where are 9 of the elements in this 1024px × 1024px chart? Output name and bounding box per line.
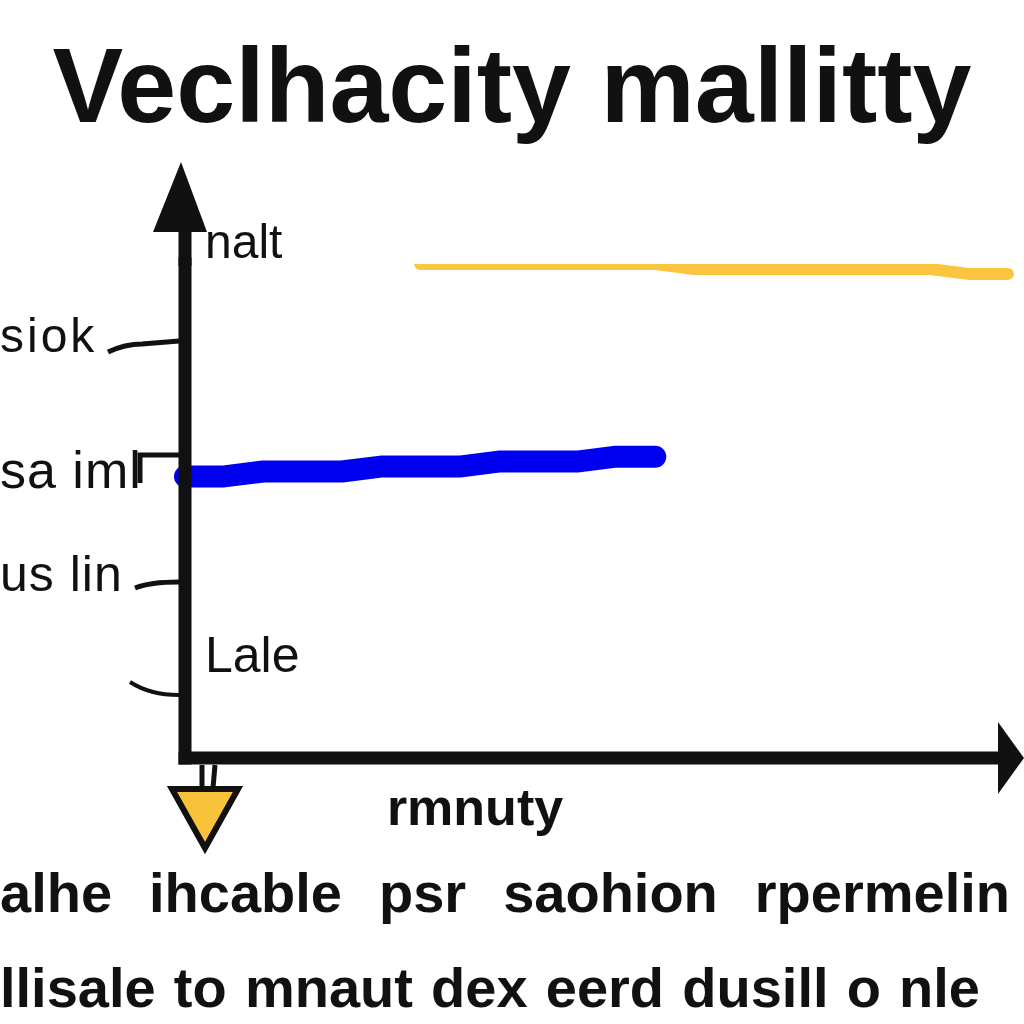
text: us lin xyxy=(0,546,123,602)
chart-title: Veclhacity mallitty xyxy=(52,26,972,144)
x-axis-title: rmnuty xyxy=(386,778,564,836)
text: llisale to mnaut dex eerd dusill o nle xyxy=(0,956,980,1019)
text: siok xyxy=(0,309,98,362)
annotation: nalt xyxy=(205,215,283,268)
text: alhe ihcable psr saohion rpermelin xyxy=(0,861,1010,924)
annotation: Lale xyxy=(205,627,300,683)
text: sa iml xyxy=(0,441,142,499)
